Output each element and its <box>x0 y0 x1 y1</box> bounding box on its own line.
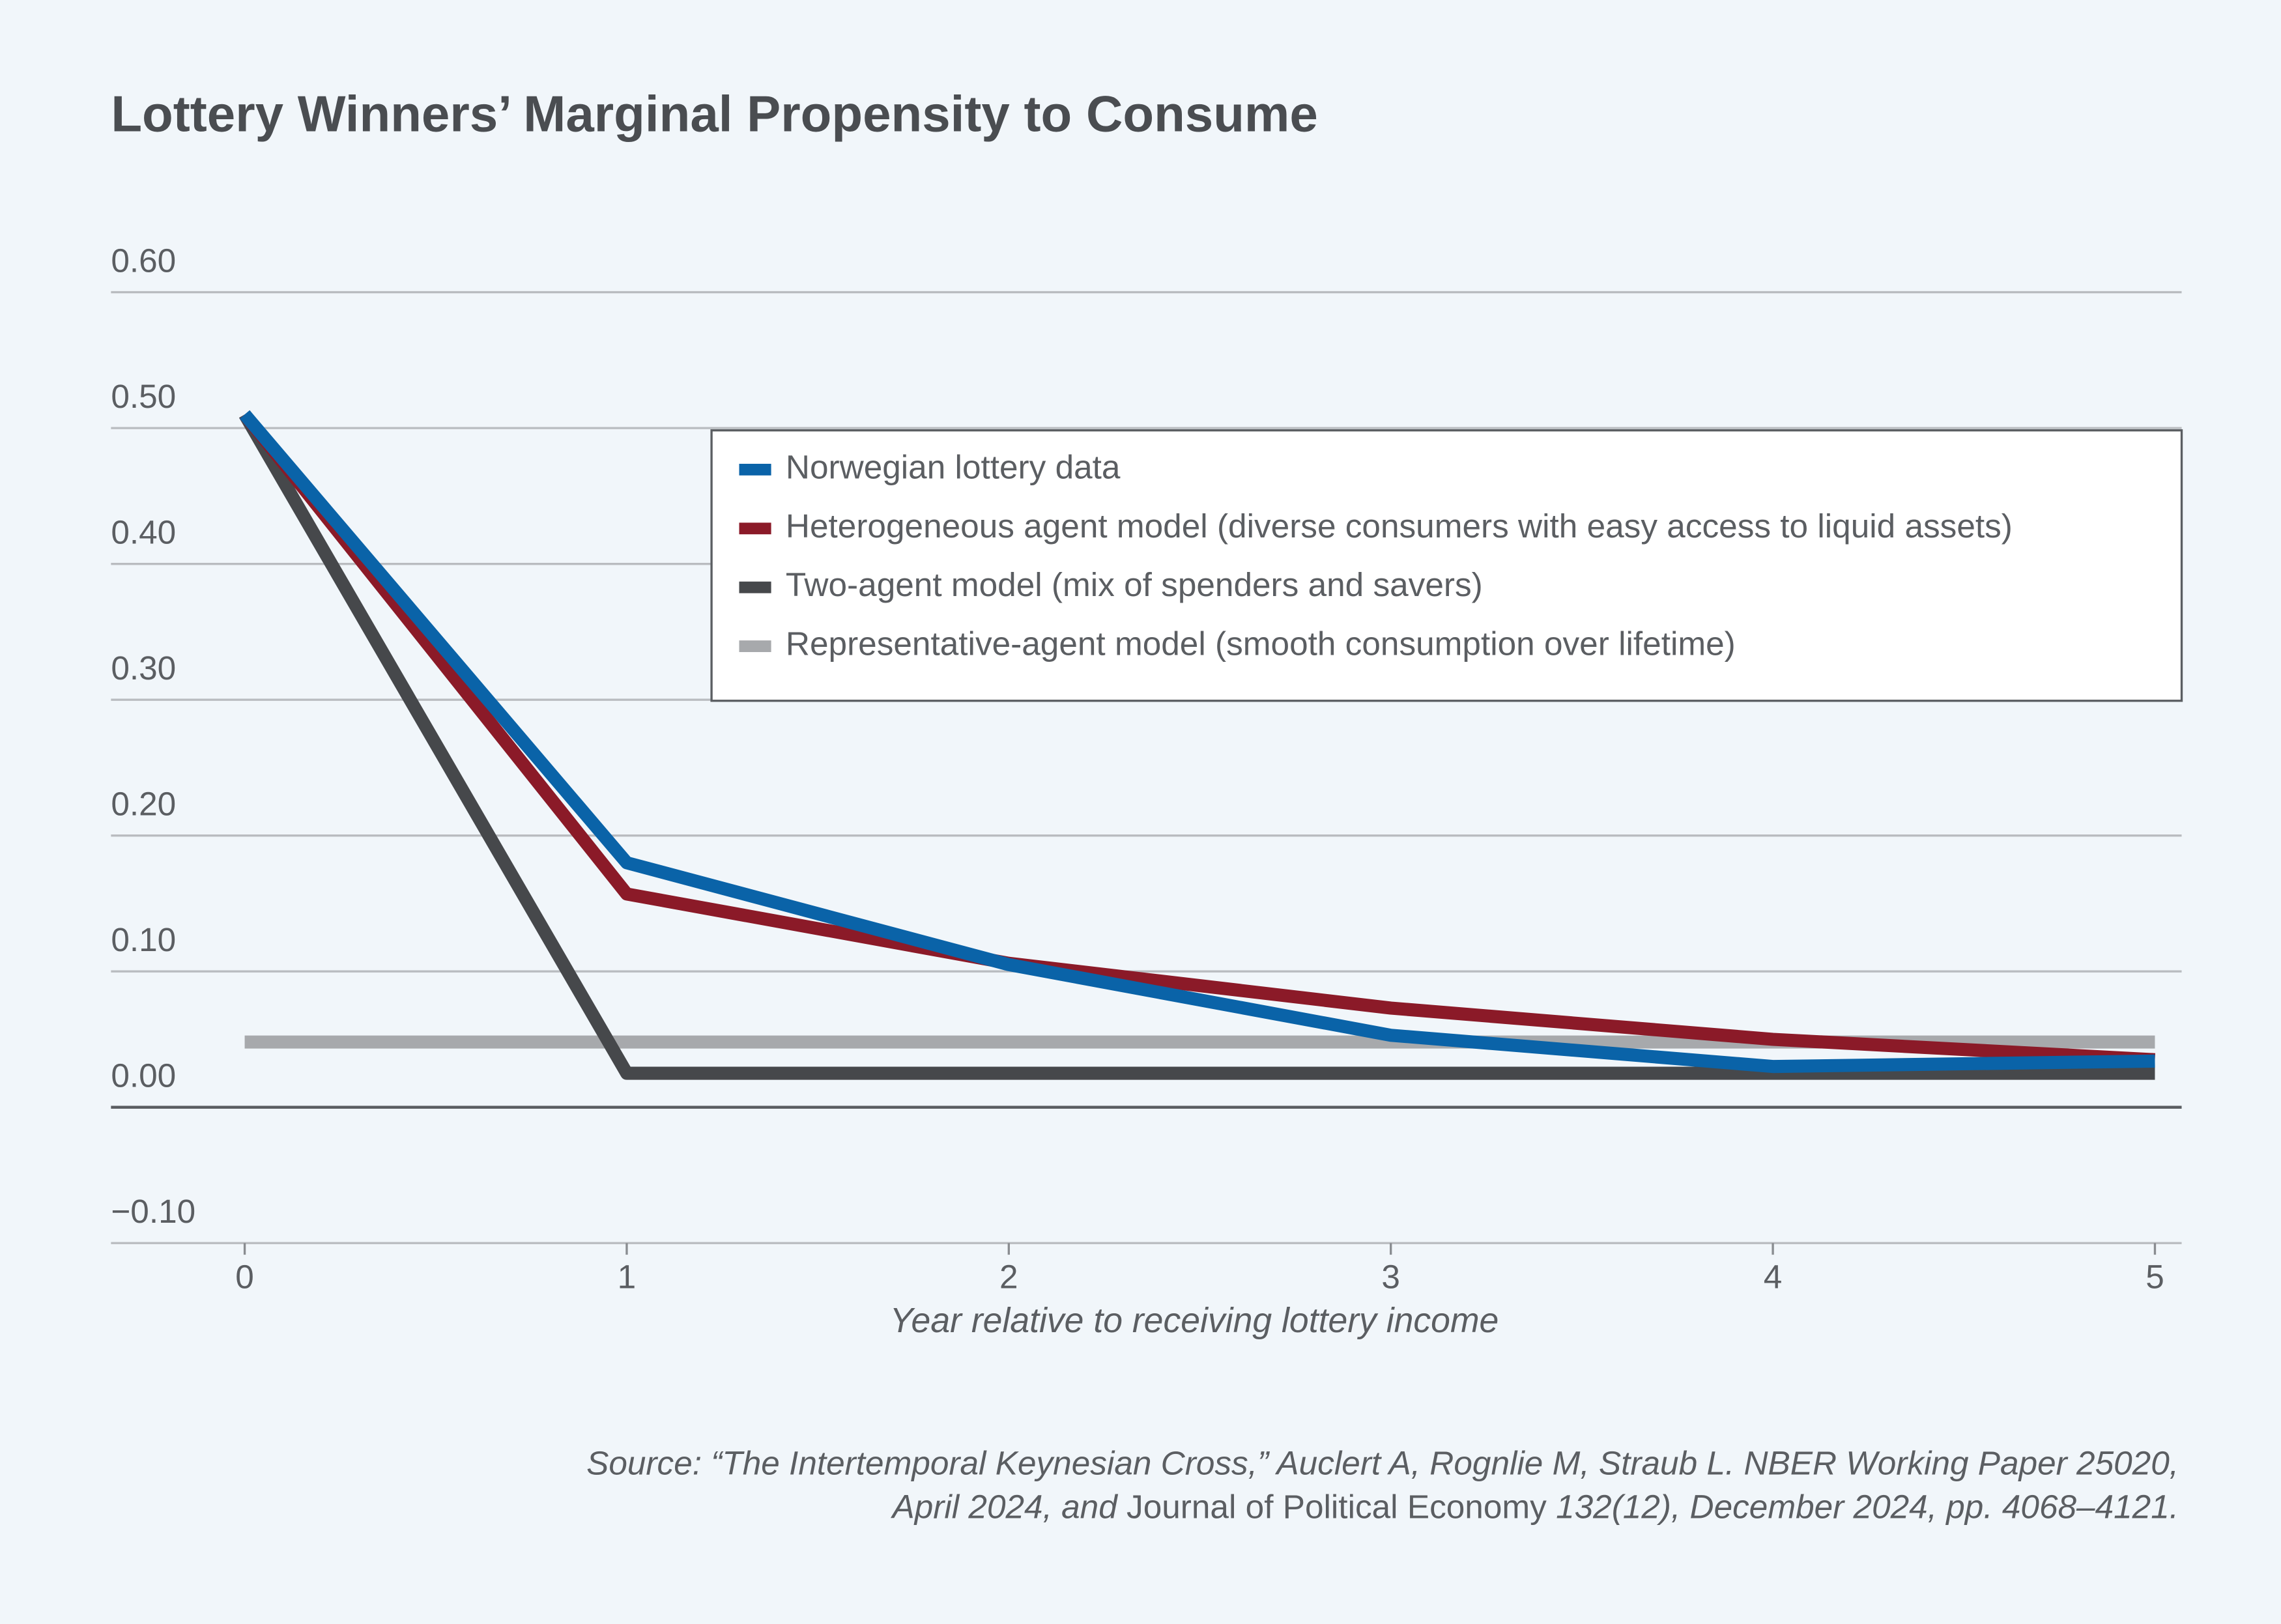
legend-swatch <box>739 522 771 535</box>
y-tick-label: 0.60 <box>111 242 176 279</box>
legend-swatch <box>739 463 771 476</box>
legend-label: Representative-agent model (smooth consu… <box>786 625 1736 662</box>
x-tick-label: 0 <box>235 1259 254 1296</box>
line-series <box>239 410 2155 1074</box>
x-tick-label: 5 <box>2145 1259 2164 1296</box>
source-line: Source: “The Intertemporal Keynesian Cro… <box>586 1444 2179 1481</box>
legend-label: Heterogeneous agent model (diverse consu… <box>786 507 2013 545</box>
x-tick-label: 1 <box>618 1259 637 1296</box>
y-tick-label: 0.40 <box>111 514 176 551</box>
line-series <box>239 410 2156 1066</box>
legend-label: Norwegian lottery data <box>786 448 1121 485</box>
legend-swatch <box>739 640 771 652</box>
x-tick-label: 4 <box>1764 1259 1783 1296</box>
y-tick-label: 0.00 <box>111 1057 176 1094</box>
source-part: Journal of Political Economy <box>1126 1488 1547 1525</box>
source-part: April 2024, and <box>890 1488 1118 1525</box>
legend-box <box>710 429 2183 702</box>
x-tick-label: 3 <box>1381 1259 1400 1296</box>
x-tick-label: 2 <box>999 1259 1018 1296</box>
source-part: 132(12), December 2024, pp. 4068–4121. <box>1556 1488 2179 1525</box>
chart-title: Lottery Winners’ Marginal Propensity to … <box>111 85 1318 142</box>
source-line: April 2024, and Journal of Political Eco… <box>890 1488 2179 1525</box>
x-axis-label: Year relative to receiving lottery incom… <box>890 1302 1499 1340</box>
y-tick-label: 0.20 <box>111 786 176 823</box>
line-series <box>238 411 2155 1080</box>
legend-label: Two-agent model (mix of spenders and sav… <box>786 566 1483 603</box>
y-tick-label: 0.30 <box>111 649 176 687</box>
y-tick-label: 0.10 <box>111 921 176 958</box>
y-tick-label: −0.10 <box>111 1193 195 1230</box>
y-tick-label: 0.50 <box>111 378 176 415</box>
legend-swatch <box>739 581 771 593</box>
